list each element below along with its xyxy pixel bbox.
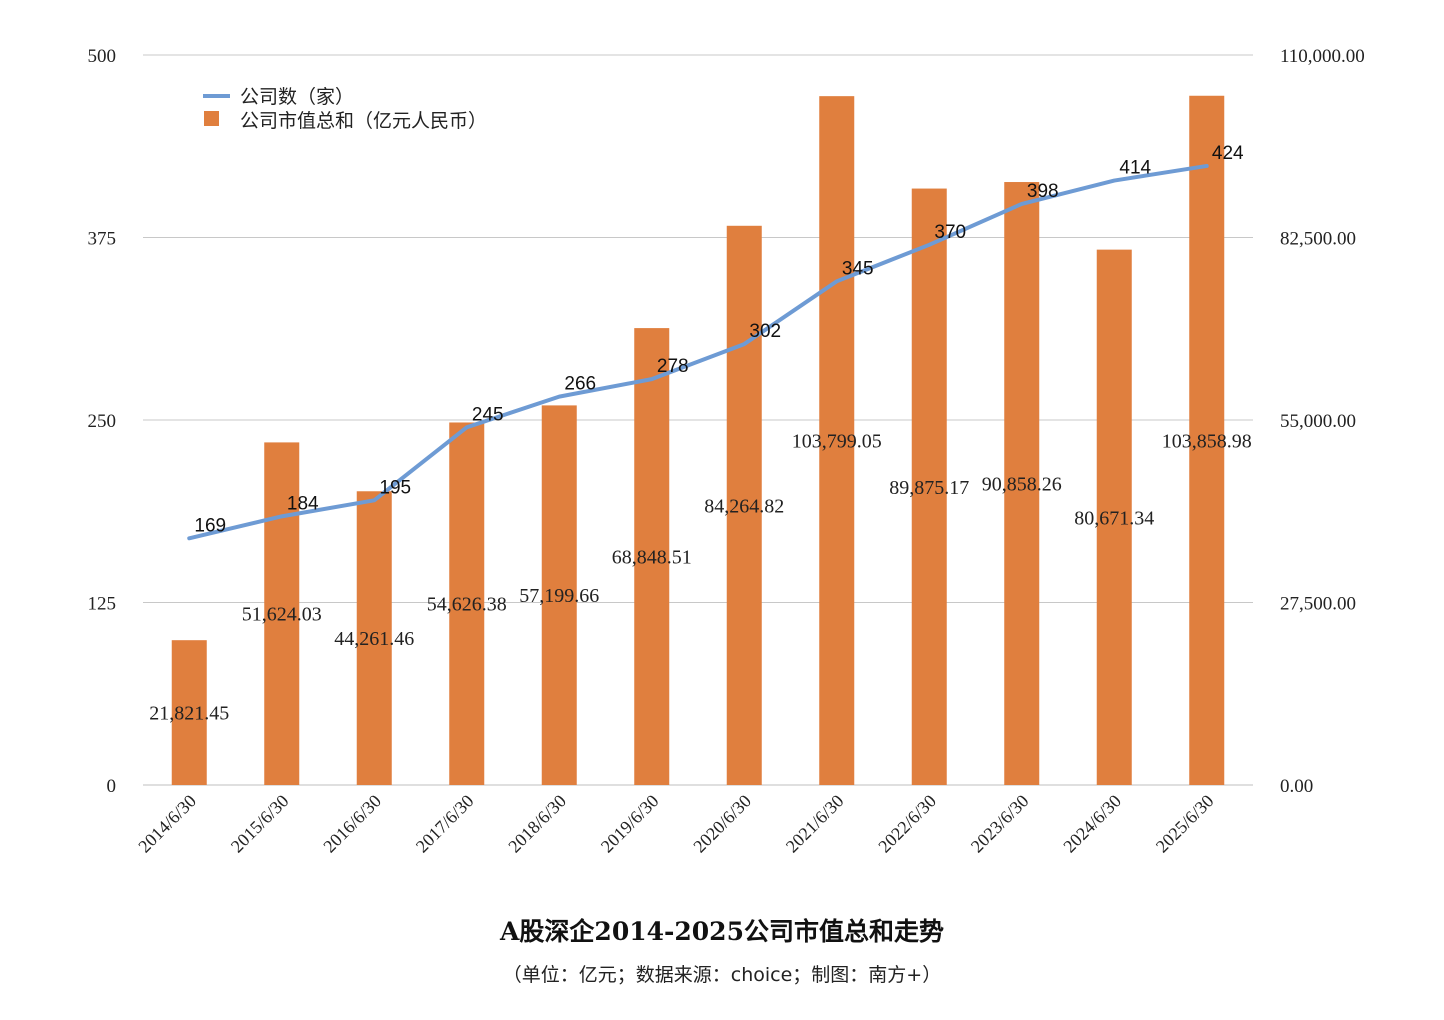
line-data-label: 245 — [472, 404, 504, 425]
right-axis-ticks: 0.00 27,500.00 55,000.00 82,500.00 110,000.0… — [1280, 46, 1365, 797]
bar — [264, 442, 300, 785]
line-data-label: 424 — [1212, 143, 1244, 164]
bar-data-labels: 21,821.45 51,624.03 44,261.46 54,626.38 57,1… — [149, 430, 1252, 724]
x-axis-tick-label: 2017/6/30 — [412, 791, 478, 857]
chart-title: A股深企2014-2025公司市值总和走势 — [500, 917, 944, 946]
x-axis-tick-label: 2019/6/30 — [597, 791, 663, 857]
right-axis-tick-label: 55,000.00 — [1280, 411, 1356, 432]
line-data-label: 370 — [934, 222, 966, 243]
line-data-label: 169 — [194, 515, 226, 536]
x-axis-tick-label: 2021/6/30 — [782, 791, 848, 857]
bar-data-label: 57,199.66 — [519, 585, 599, 607]
bar-data-label: 44,261.46 — [334, 628, 414, 650]
bar-series — [171, 95, 1225, 786]
bar — [1096, 249, 1132, 786]
left-axis-tick-label: 125 — [88, 594, 117, 615]
right-axis-tick-label: 82,500.00 — [1280, 229, 1356, 250]
left-axis-tick-label: 250 — [88, 411, 117, 432]
x-axis-tick-label: 2024/6/30 — [1059, 791, 1125, 857]
legend-label-market-value: 公司市值总和（亿元人民币） — [240, 110, 487, 132]
right-axis-tick-label: 27,500.00 — [1280, 594, 1356, 615]
bar — [356, 491, 392, 785]
line-data-labels: 169 184 195 245 266 278 302 345 370 398 414 424 — [194, 143, 1244, 536]
left-axis-tick-label: 500 — [88, 46, 117, 67]
gridlines — [143, 54, 1253, 786]
left-axis-tick-label: 375 — [88, 229, 117, 250]
bar-data-label: 84,264.82 — [704, 495, 784, 517]
legend-bar-swatch — [204, 111, 219, 126]
x-axis-tick-label: 2023/6/30 — [967, 791, 1033, 857]
line-data-label: 266 — [564, 374, 596, 395]
x-axis-tick-label: 2025/6/30 — [1152, 791, 1218, 857]
legend-label-company-count: 公司数（家） — [240, 86, 354, 108]
bar-data-label: 90,858.26 — [982, 474, 1062, 496]
x-axis-tick-label: 2020/6/30 — [689, 791, 755, 857]
bar — [171, 640, 207, 785]
bar-data-label: 68,848.51 — [612, 547, 692, 569]
x-axis-tick-label: 2018/6/30 — [504, 791, 570, 857]
left-axis-tick-label: 0 — [107, 776, 117, 797]
chart-subtitle: （单位：亿元；数据来源：choice；制图：南方+） — [502, 964, 942, 986]
line-data-label: 195 — [379, 477, 411, 498]
line-data-label: 414 — [1119, 158, 1151, 179]
x-axis-ticks: 2014/6/30 2015/6/30 2016/6/30 2017/6/30 2018… — [134, 791, 1217, 857]
line-data-label: 398 — [1027, 181, 1059, 202]
x-axis-tick-label: 2022/6/30 — [874, 791, 940, 857]
x-axis-tick-label: 2016/6/30 — [319, 791, 385, 857]
bar — [819, 96, 855, 786]
line-data-label: 302 — [749, 321, 781, 342]
left-axis-ticks: 0 125 250 375 500 — [88, 46, 117, 797]
line-data-label: 184 — [287, 493, 319, 514]
bar-data-label: 89,875.17 — [889, 477, 969, 499]
bar-data-label: 54,626.38 — [427, 594, 507, 616]
bar-data-label: 80,671.34 — [1074, 507, 1154, 529]
line-series — [187, 163, 1209, 541]
bar-data-label: 103,799.05 — [792, 431, 882, 453]
bar — [541, 405, 577, 785]
bar-data-label: 21,821.45 — [149, 703, 229, 725]
x-axis-tick-label: 2015/6/30 — [227, 791, 293, 857]
bar — [1004, 182, 1040, 785]
bar — [449, 422, 485, 785]
line-data-label: 345 — [842, 258, 874, 279]
bar-data-label: 103,858.98 — [1162, 430, 1252, 452]
bar — [726, 225, 762, 785]
right-axis-tick-label: 0.00 — [1280, 776, 1313, 797]
bar-data-label: 51,624.03 — [242, 604, 322, 626]
bar — [634, 328, 670, 785]
x-axis-tick-label: 2014/6/30 — [134, 791, 200, 857]
bar — [1189, 95, 1225, 786]
line-path — [187, 163, 1209, 541]
legend: 公司数（家） 公司市值总和（亿元人民币） — [203, 86, 487, 132]
bar — [911, 188, 947, 786]
line-data-label: 278 — [657, 356, 689, 377]
right-axis-tick-label: 110,000.00 — [1280, 46, 1365, 67]
